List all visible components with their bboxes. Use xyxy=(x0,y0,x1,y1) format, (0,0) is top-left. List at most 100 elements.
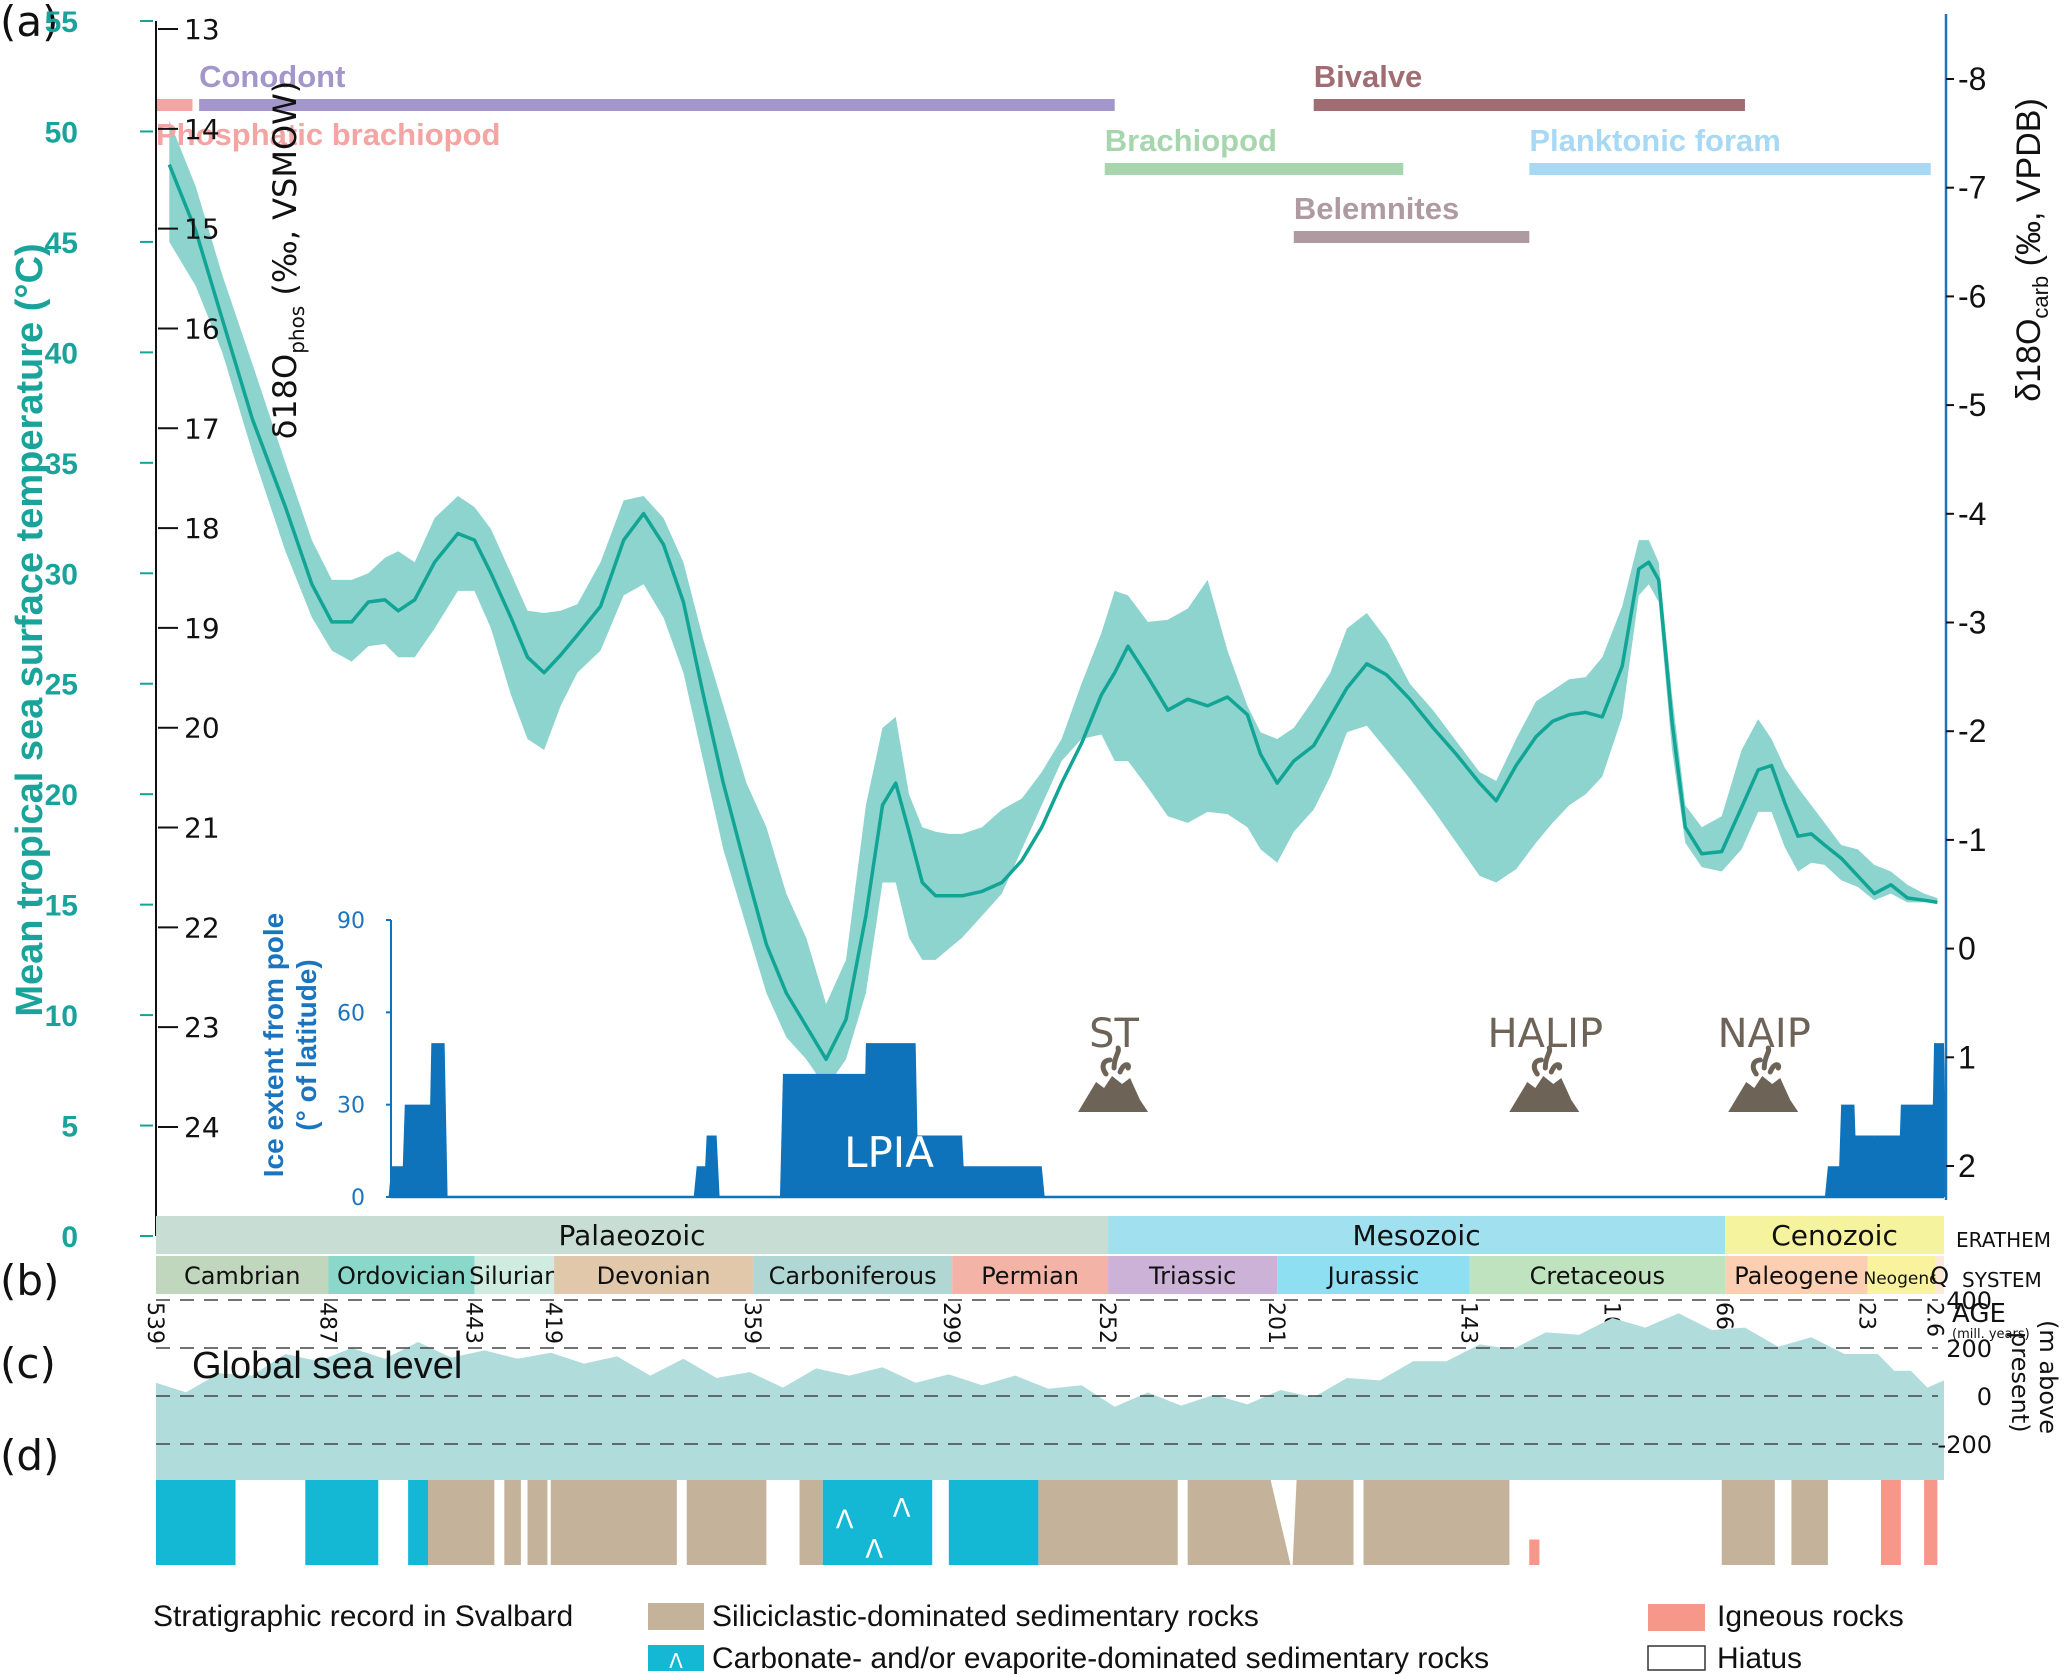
ice-extent-step xyxy=(779,1073,823,1197)
strat-unit-siliciclastic xyxy=(1721,1480,1775,1565)
legend-label-hiatus: Hiatus xyxy=(1717,1642,1802,1675)
carb-axis-title-sub: carb xyxy=(2028,276,2053,319)
phos-tick-label: 15 xyxy=(184,213,220,246)
temp-tick-label: 10 xyxy=(45,1000,78,1033)
volcano-icon xyxy=(1728,1045,1799,1112)
proxy-bar-planktonic-foram xyxy=(1529,163,1931,175)
age-tick-label: 359 xyxy=(739,1302,764,1344)
system-jurassic xyxy=(1277,1256,1470,1294)
ice-tick-label: 60 xyxy=(337,1001,365,1026)
evaporite-symbol: Λ xyxy=(836,1505,854,1535)
phos-axis-title-sub: phos xyxy=(285,306,309,354)
system-label: Ordovician xyxy=(337,1262,466,1290)
system-carboniferous xyxy=(753,1256,953,1294)
ice-extent-step xyxy=(1002,1166,1045,1197)
phos-tick-label: 23 xyxy=(184,1011,220,1044)
strat-unit-carbonate xyxy=(305,1480,379,1565)
strat-unit-siliciclastic xyxy=(1363,1480,1510,1565)
erathem-label: Mesozoic xyxy=(1353,1219,1481,1252)
temp-tick-label: 45 xyxy=(45,227,78,260)
proxy-label-brachiopod: Brachiopod xyxy=(1105,123,1277,158)
carb-tick-label: 2 xyxy=(1958,1148,1976,1184)
lip-label-naip: NAIP xyxy=(1718,1011,1811,1057)
legend-title: Stratigraphic record in Svalbard xyxy=(153,1600,573,1633)
system-ordovician xyxy=(328,1256,475,1294)
panel-a-temperature xyxy=(167,120,1938,1088)
sea-level-unit-2: present) xyxy=(2006,1332,2034,1433)
carb-tick-label: -6 xyxy=(1958,278,1986,314)
carb-tick-label: -8 xyxy=(1958,61,1986,97)
ice-extent-step xyxy=(959,1166,1009,1197)
panel-d-stratigraphy: Λ ΛΛ xyxy=(156,1480,1938,1565)
lip-label-st: ST xyxy=(1089,1011,1139,1057)
phos-tick-label: 18 xyxy=(184,512,220,545)
ice-axis-title-2: (° of latitude) xyxy=(291,959,322,1130)
phos-tick-label: 14 xyxy=(184,113,220,146)
panel-label-b: (b) xyxy=(0,1256,59,1305)
erathem-row-label: ERATHEM xyxy=(1956,1228,2051,1252)
temp-tick-label: 15 xyxy=(45,890,78,923)
age-row-unit: (mill. years) xyxy=(1952,1327,2030,1342)
erathem-label: Palaeozoic xyxy=(558,1219,705,1252)
proxy-bar-phosphatic-brachiopod xyxy=(156,99,193,111)
legend-label-igneous: Igneous rocks xyxy=(1717,1600,1904,1633)
volcano-plume xyxy=(1750,1045,1782,1077)
proxy-label-conodont: Conodont xyxy=(199,59,345,94)
phos-tick-label: 24 xyxy=(184,1111,220,1144)
system-triassic xyxy=(1108,1256,1278,1294)
panel-label-c: (c) xyxy=(0,1339,56,1388)
phos-tick-label: 21 xyxy=(184,812,220,845)
strat-unit-siliciclastic xyxy=(1038,1480,1178,1565)
carb-tick-label: -5 xyxy=(1958,387,1986,423)
strat-unit-siliciclastic xyxy=(1791,1480,1828,1565)
proxy-bar-brachiopod xyxy=(1104,163,1404,175)
carb-tick-label: -2 xyxy=(1958,713,1986,749)
ice-extent-step xyxy=(1851,1135,1878,1197)
volcano-body xyxy=(1728,1076,1799,1112)
strat-unit-igneous xyxy=(1924,1480,1938,1565)
phos-tick-label: 13 xyxy=(184,13,220,46)
strat-unit-carbonate xyxy=(408,1480,429,1565)
system-label: Paleogene xyxy=(1734,1262,1858,1290)
sea-level-tick-label: 0 xyxy=(1977,1383,1992,1411)
temp-tick-label: 30 xyxy=(45,558,78,591)
system-silurian xyxy=(474,1256,555,1294)
phos-tick-label: 20 xyxy=(184,712,220,745)
panel-label-d: (d) xyxy=(0,1431,59,1480)
age-tick-label: 23 xyxy=(1854,1302,1879,1330)
panel-label-a: (a) xyxy=(0,0,59,46)
system-row-label: SYSTEM xyxy=(1962,1268,2042,1292)
ice-extent-step xyxy=(912,1135,966,1197)
phos-axis-title-tail: (‰, VSMOW) xyxy=(266,81,304,306)
age-tick-label: 2.6 xyxy=(1921,1302,1946,1337)
age-tick-label: 487 xyxy=(314,1302,339,1344)
temp-tick-label: 25 xyxy=(45,669,78,702)
temp-tick-label: 20 xyxy=(45,779,78,812)
sea-level-title: Global sea level xyxy=(192,1345,462,1387)
strat-unit-siliciclastic xyxy=(686,1480,767,1565)
strat-unit-siliciclastic xyxy=(550,1480,677,1565)
sea-level-tick-label: 400 xyxy=(1946,1287,1992,1315)
ice-extent-step xyxy=(1931,1043,1947,1197)
ice-extent-step xyxy=(428,1043,448,1197)
volcano-body xyxy=(1078,1076,1149,1112)
panel-b-timescale: Palaeozoic Mesozoic Cenozoic Cambrian Ordovi… xyxy=(142,1216,2051,1344)
system-paleogene xyxy=(1725,1256,1868,1294)
volcano-body xyxy=(1509,1076,1580,1112)
proxy-label-planktonic-foram: Planktonic foram xyxy=(1529,123,1781,158)
carb-axis-title: δ18Ocarb (‰, VPDB) xyxy=(2010,98,2053,402)
age-tick-label: 201 xyxy=(1263,1302,1288,1344)
system-neogene xyxy=(1867,1256,1936,1294)
carb-tick-label: 0 xyxy=(1958,931,1976,967)
carb-tick-label: -7 xyxy=(1958,170,1986,206)
age-tick-label: 419 xyxy=(540,1302,565,1344)
strat-unit-siliciclastic xyxy=(1187,1480,1291,1565)
carb-axis-title-main: δ18O xyxy=(2010,319,2048,402)
strat-unit-igneous xyxy=(1880,1480,1901,1565)
erathem-cenozoic xyxy=(1725,1216,1944,1254)
phos-axis-title-main: δ18O xyxy=(266,354,304,439)
temp-tick-label: 40 xyxy=(45,337,78,370)
evaporite-symbol: Λ xyxy=(893,1494,911,1524)
strat-unit-siliciclastic xyxy=(799,1480,823,1565)
proxy-label-belemnites: Belemnites xyxy=(1294,191,1459,226)
